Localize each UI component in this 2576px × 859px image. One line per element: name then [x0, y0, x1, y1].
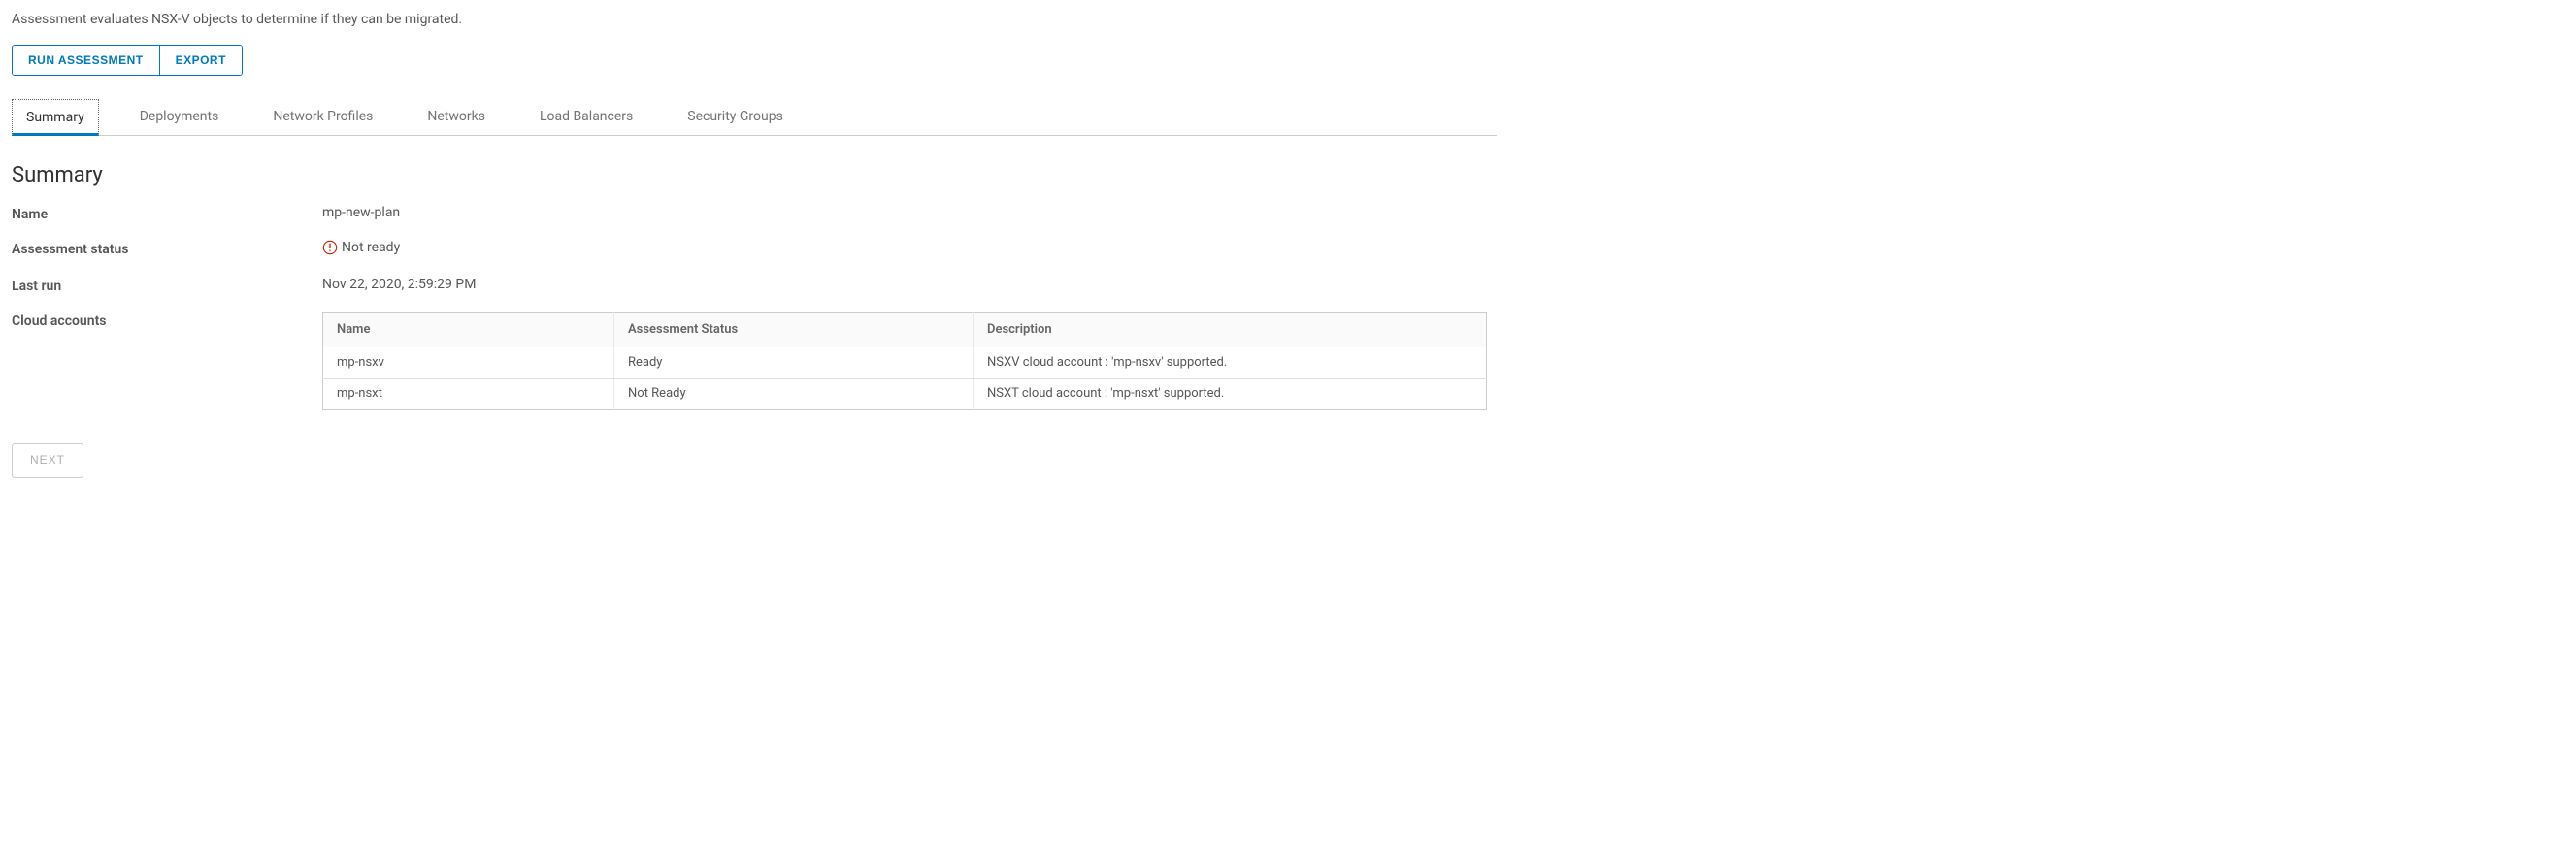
status-value-wrapper: Not ready: [322, 240, 400, 255]
tab-bar: Summary Deployments Network Profiles Net…: [12, 99, 1497, 136]
cloud-accounts-label: Cloud accounts: [12, 312, 322, 329]
tab-deployments[interactable]: Deployments: [126, 99, 233, 135]
field-last-run: Last run Nov 22, 2020, 2:59:29 PM: [12, 277, 2564, 294]
cell-description: NSXV cloud account : 'mp-nsxv' supported…: [974, 347, 1487, 379]
tab-network-profiles[interactable]: Network Profiles: [259, 99, 386, 135]
summary-section: Summary Name mp-new-plan Assessment stat…: [12, 163, 2564, 410]
cloud-accounts-table: Name Assessment Status Description mp-ns…: [322, 312, 1487, 410]
run-assessment-button[interactable]: RUN ASSESSMENT: [13, 46, 159, 75]
col-description: Description: [974, 313, 1487, 347]
footer-actions: NEXT: [12, 443, 2564, 478]
summary-heading: Summary: [12, 163, 2564, 187]
last-run-value: Nov 22, 2020, 2:59:29 PM: [322, 277, 2564, 292]
cell-status: Not Ready: [614, 379, 974, 410]
field-assessment-status: Assessment status Not ready: [12, 240, 2564, 259]
tab-load-balancers[interactable]: Load Balancers: [526, 99, 646, 135]
assessment-description: Assessment evaluates NSX-V objects to de…: [12, 12, 2564, 27]
col-name: Name: [323, 313, 614, 347]
cell-name: mp-nsxv: [323, 347, 614, 379]
status-text: Not ready: [342, 240, 400, 255]
export-button[interactable]: EXPORT: [159, 46, 242, 75]
col-status: Assessment Status: [614, 313, 974, 347]
table-row: mp-nsxt Not Ready NSXT cloud account : '…: [323, 379, 1487, 410]
next-button[interactable]: NEXT: [12, 443, 83, 478]
tab-summary[interactable]: Summary: [12, 99, 99, 136]
cell-name: mp-nsxt: [323, 379, 614, 410]
table-row: mp-nsxv Ready NSXV cloud account : 'mp-n…: [323, 347, 1487, 379]
name-value: mp-new-plan: [322, 205, 2564, 220]
table-header-row: Name Assessment Status Description: [323, 313, 1487, 347]
name-label: Name: [12, 205, 322, 222]
last-run-label: Last run: [12, 277, 322, 294]
warning-icon: [322, 240, 338, 255]
cell-description: NSXT cloud account : 'mp-nsxt' supported…: [974, 379, 1487, 410]
status-label: Assessment status: [12, 240, 322, 257]
action-button-group: RUN ASSESSMENT EXPORT: [12, 45, 243, 76]
tab-security-groups[interactable]: Security Groups: [674, 99, 797, 135]
field-cloud-accounts: Cloud accounts Name Assessment Status De…: [12, 312, 2564, 410]
field-name: Name mp-new-plan: [12, 205, 2564, 222]
tab-networks[interactable]: Networks: [413, 99, 499, 135]
cell-status: Ready: [614, 347, 974, 379]
